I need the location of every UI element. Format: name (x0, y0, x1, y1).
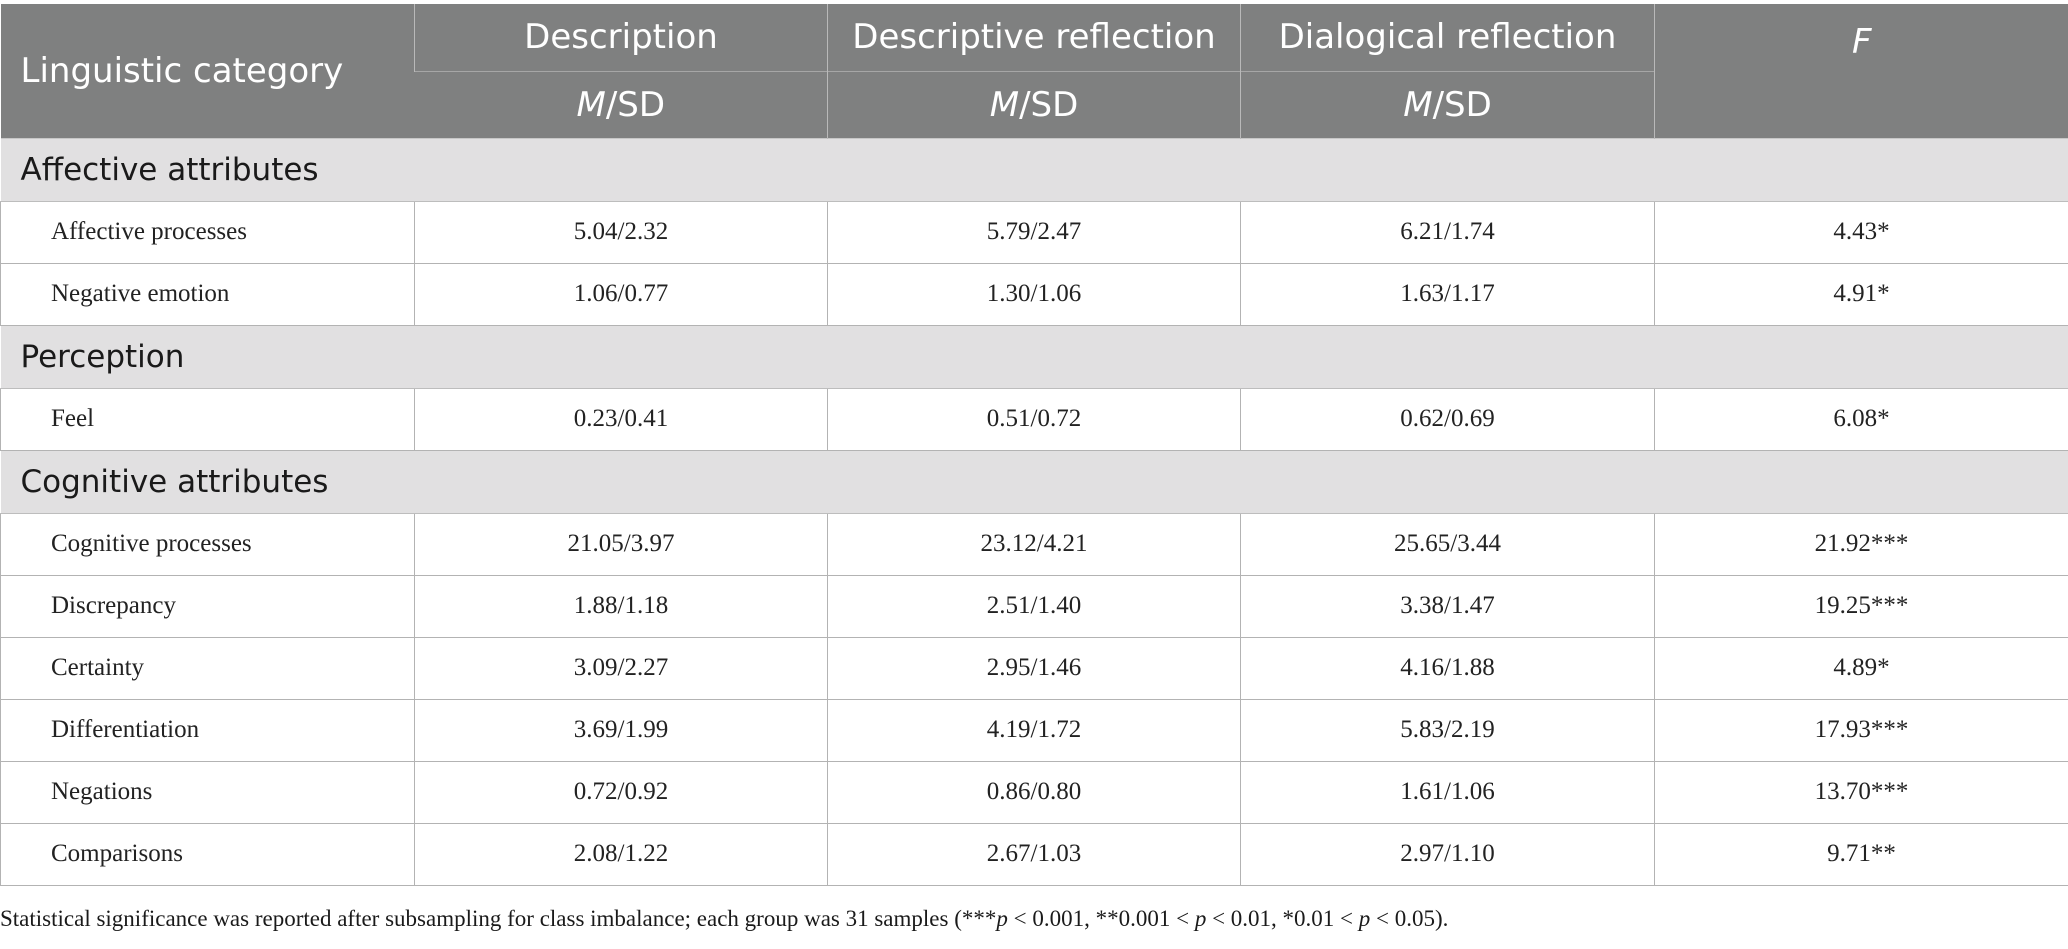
cell-descriptive-reflection: 5.79/2.47 (827, 200, 1241, 264)
header-linguistic-category: Linguistic category (0, 4, 415, 138)
header-row-stats: M/SD M/SD M/SD (1, 70, 2068, 138)
table-row: Affective processes 5.04/2.32 5.79/2.47 … (0, 200, 2068, 264)
section-row-perception: Perception (0, 324, 2068, 389)
row-label: Negations (0, 760, 415, 824)
cell-dialogical-reflection: 3.38/1.47 (1240, 574, 1655, 638)
footnote-p: p (1194, 906, 1207, 931)
table-row: Comparisons 2.08/1.22 2.67/1.03 2.97/1.1… (0, 822, 2068, 886)
cell-description: 21.05/3.97 (414, 512, 828, 576)
cell-descriptive-reflection: 4.19/1.72 (827, 698, 1241, 762)
cell-f-value: 4.43* (1654, 200, 2068, 264)
cell-descriptive-reflection: 23.12/4.21 (827, 512, 1241, 576)
cell-description: 1.88/1.18 (414, 574, 828, 638)
cell-descriptive-reflection: 0.51/0.72 (827, 387, 1241, 451)
cell-description: 3.09/2.27 (414, 636, 828, 700)
footnote-text: < 0.05). (1370, 906, 1449, 931)
header-f-statistic: F (1654, 4, 2068, 138)
cell-description: 3.69/1.99 (414, 698, 828, 762)
cell-f-value: 4.89* (1654, 636, 2068, 700)
row-label: Negative emotion (0, 262, 415, 326)
cell-description: 1.06/0.77 (414, 262, 828, 326)
cell-f-value: 4.91* (1654, 262, 2068, 326)
cell-f-value: 21.92*** (1654, 512, 2068, 576)
cell-dialogical-reflection: 5.83/2.19 (1240, 698, 1655, 762)
row-label: Cognitive processes (0, 512, 415, 576)
row-label: Comparisons (0, 822, 415, 886)
cell-f-value: 19.25*** (1654, 574, 2068, 638)
footnote-text: < 0.001, **0.001 < (1007, 906, 1195, 931)
cell-dialogical-reflection: 0.62/0.69 (1240, 387, 1655, 451)
table-row: Certainty 3.09/2.27 2.95/1.46 4.16/1.88 … (0, 636, 2068, 700)
table-row: Negative emotion 1.06/0.77 1.30/1.06 1.6… (0, 262, 2068, 326)
header-msd-descriptive-reflection: M/SD (827, 70, 1241, 138)
section-title: Perception (0, 324, 2068, 389)
cell-f-value: 17.93*** (1654, 698, 2068, 762)
cell-description: 5.04/2.32 (414, 200, 828, 264)
header-descriptive-reflection: Descriptive reflection (827, 4, 1241, 71)
section-row-cognitive-attributes: Cognitive attributes (0, 449, 2068, 514)
section-row-affective-attributes: Affective attributes (0, 137, 2068, 202)
section-title: Cognitive attributes (0, 449, 2068, 514)
section-title: Affective attributes (0, 137, 2068, 202)
footnote-p: p (996, 906, 1008, 931)
table-row: Discrepancy 1.88/1.18 2.51/1.40 3.38/1.4… (0, 574, 2068, 638)
header-msd-description: M/SD (414, 70, 828, 138)
cell-description: 0.72/0.92 (414, 760, 828, 824)
row-label: Affective processes (0, 200, 415, 264)
header-m-label: M (576, 84, 606, 125)
row-label: Discrepancy (0, 574, 415, 638)
footnote-p: p (1358, 906, 1371, 931)
cell-f-value: 13.70*** (1654, 760, 2068, 824)
statistics-table: Linguistic category Description Descript… (0, 4, 2068, 886)
cell-descriptive-reflection: 1.30/1.06 (827, 262, 1241, 326)
table-row: Feel 0.23/0.41 0.51/0.72 0.62/0.69 6.08* (0, 387, 2068, 451)
header-sd-label: /SD (1432, 84, 1492, 125)
header-description: Description (414, 4, 828, 71)
cell-description: 0.23/0.41 (414, 387, 828, 451)
cell-dialogical-reflection: 2.97/1.10 (1240, 822, 1655, 886)
cell-descriptive-reflection: 2.67/1.03 (827, 822, 1241, 886)
footnote-lead: Statistical significance was reported af… (0, 906, 997, 931)
table-row: Cognitive processes 21.05/3.97 23.12/4.2… (0, 512, 2068, 576)
footnote-text: < 0.01, *0.01 < (1206, 906, 1359, 931)
header-m-label: M (1403, 84, 1433, 125)
cell-dialogical-reflection: 25.65/3.44 (1240, 512, 1655, 576)
header-sd-label: /SD (1019, 84, 1079, 125)
cell-dialogical-reflection: 1.61/1.06 (1240, 760, 1655, 824)
header-dialogical-reflection: Dialogical reflection (1240, 4, 1655, 71)
cell-dialogical-reflection: 4.16/1.88 (1240, 636, 1655, 700)
cell-descriptive-reflection: 0.86/0.80 (827, 760, 1241, 824)
cell-dialogical-reflection: 1.63/1.17 (1240, 262, 1655, 326)
cell-descriptive-reflection: 2.95/1.46 (827, 636, 1241, 700)
header-msd-dialogical-reflection: M/SD (1240, 70, 1655, 138)
cell-descriptive-reflection: 2.51/1.40 (827, 574, 1241, 638)
header-row-groups: Linguistic category Description Descript… (0, 4, 2068, 138)
header-sd-label: /SD (605, 84, 666, 125)
row-label: Certainty (0, 636, 415, 700)
table-row: Negations 0.72/0.92 0.86/0.80 1.61/1.06 … (0, 760, 2068, 824)
cell-dialogical-reflection: 6.21/1.74 (1240, 200, 1655, 264)
table-footnote: Statistical significance was reported af… (0, 906, 2068, 932)
header-m-label: M (989, 84, 1020, 125)
row-label: Feel (0, 387, 415, 451)
cell-f-value: 9.71** (1654, 822, 2068, 886)
row-label: Differentiation (0, 698, 415, 762)
cell-description: 2.08/1.22 (414, 822, 828, 886)
table-row: Differentiation 3.69/1.99 4.19/1.72 5.83… (0, 698, 2068, 762)
cell-f-value: 6.08* (1654, 387, 2068, 451)
